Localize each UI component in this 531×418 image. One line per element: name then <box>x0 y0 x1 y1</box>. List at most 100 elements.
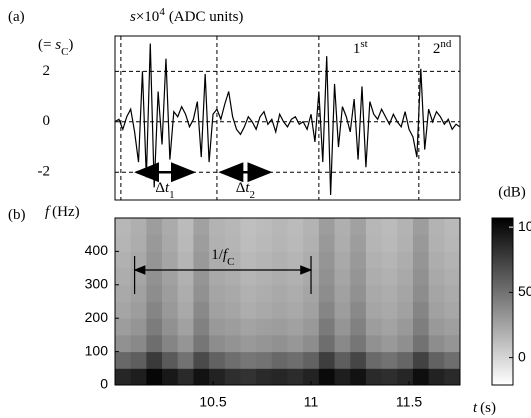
span-label-part: 1 <box>169 189 175 201</box>
heatmap-cell <box>350 351 367 369</box>
heatmap-cell <box>240 351 257 369</box>
heatmap-cell <box>397 284 414 302</box>
heatmap-cell <box>365 301 383 319</box>
span-label-part: t <box>165 181 170 197</box>
heatmap-cell <box>193 218 210 236</box>
heatmap-cell <box>256 368 273 386</box>
heatmap-cell <box>381 318 398 336</box>
heatmap-cell <box>365 251 383 269</box>
heatmap-cell <box>130 318 147 336</box>
heatmap-cell <box>334 268 351 286</box>
heatmap-cell <box>444 334 461 353</box>
heatmap-cell <box>428 268 445 286</box>
heatmap-cell <box>146 234 163 252</box>
heatmap-cell <box>334 351 351 369</box>
heatmap-cell <box>177 234 194 252</box>
heatmap-cell <box>256 351 273 369</box>
heatmap-cell <box>350 284 367 302</box>
heatmap-cell <box>444 251 461 269</box>
heatmap-cell <box>287 301 304 319</box>
x-tick-label: 10.5 <box>199 394 226 410</box>
heatmap-cell <box>130 268 147 286</box>
heatmap-cell <box>334 251 351 269</box>
heatmap-cell <box>397 351 414 369</box>
heatmap-cell <box>240 334 257 353</box>
heatmap-cell <box>334 234 351 252</box>
heatmap-cell <box>256 268 273 286</box>
heatmap-cell <box>365 284 383 302</box>
heatmap-cell <box>428 218 445 236</box>
heatmap-cell <box>130 334 147 353</box>
heatmap-cell <box>334 301 351 319</box>
heatmap-cell <box>444 318 461 336</box>
heatmap-cell <box>271 368 288 386</box>
heatmap-cell <box>334 284 351 302</box>
heatmap-cell <box>146 268 163 286</box>
heatmap-cell <box>162 334 179 353</box>
reference-label-part: (= <box>38 37 55 53</box>
heatmap-cell <box>381 268 398 286</box>
colorbar-tick-label: 0 <box>518 348 526 364</box>
heatmap-cell <box>224 284 241 302</box>
panel-label: (b) <box>8 207 26 223</box>
heatmap-cell <box>444 301 461 319</box>
heatmap-cell <box>444 268 461 286</box>
heatmap-cell <box>240 284 257 302</box>
heatmap-cell <box>130 284 147 302</box>
heatmap-cell <box>130 351 147 369</box>
heatmap-cell <box>428 284 445 302</box>
heatmap-cell <box>318 218 336 236</box>
marker-label: 1st <box>353 38 368 58</box>
heatmap-cell <box>193 334 210 353</box>
heatmap-cell <box>209 334 226 353</box>
heatmap-cell <box>444 284 461 302</box>
heatmap-cell <box>444 351 461 369</box>
heatmap-cell <box>381 351 398 369</box>
heatmap-cell <box>303 334 320 353</box>
heatmap-cell <box>287 218 304 236</box>
heatmap-cell <box>365 268 383 286</box>
heatmap-cell <box>381 234 398 252</box>
colorbar-tick-label: 100 <box>518 218 531 234</box>
marker-label-part: 2 <box>433 41 441 57</box>
heatmap-cell <box>162 284 179 302</box>
heatmap-cell <box>334 218 351 236</box>
heatmap-cell <box>350 234 367 252</box>
heatmap-cell <box>381 284 398 302</box>
heatmap-cell <box>224 268 241 286</box>
heatmap-cell <box>193 234 210 252</box>
heatmap-cell <box>162 234 179 252</box>
heatmap-cell <box>177 334 194 353</box>
x-axis-label: t (s) <box>473 400 496 416</box>
x-axis-label-part: (s) <box>480 400 496 416</box>
heatmap-cell <box>193 318 210 336</box>
span-label-part: t <box>245 181 250 197</box>
heatmap-cell <box>334 368 351 386</box>
heatmap-cell <box>287 268 304 286</box>
heatmap-cell <box>287 234 304 252</box>
heatmap-cell <box>444 368 461 386</box>
heatmap-cell <box>115 368 132 386</box>
heatmap-cell <box>240 251 257 269</box>
heatmap-cell <box>412 318 430 336</box>
period-label-part: C <box>227 256 234 268</box>
heatmap-cell <box>397 251 414 269</box>
heatmap-cell <box>334 334 351 353</box>
heatmap-cell <box>303 234 320 252</box>
heatmap-cell <box>303 368 320 386</box>
heatmap-cell <box>256 301 273 319</box>
heatmap-cell <box>318 334 336 353</box>
period-label-part: f <box>223 247 229 263</box>
heatmap-cell <box>209 234 226 252</box>
reference-label: (= sC) <box>38 37 73 57</box>
heatmap-cell <box>271 334 288 353</box>
heatmap-cell <box>428 351 445 369</box>
x-tick-label: 11.5 <box>396 394 422 410</box>
heatmap-cell <box>240 301 257 319</box>
heatmap-cell <box>365 218 383 236</box>
heatmap-cell <box>177 251 194 269</box>
heatmap-cell <box>146 218 163 236</box>
heatmap-cell <box>130 251 147 269</box>
heatmap-cell <box>162 318 179 336</box>
